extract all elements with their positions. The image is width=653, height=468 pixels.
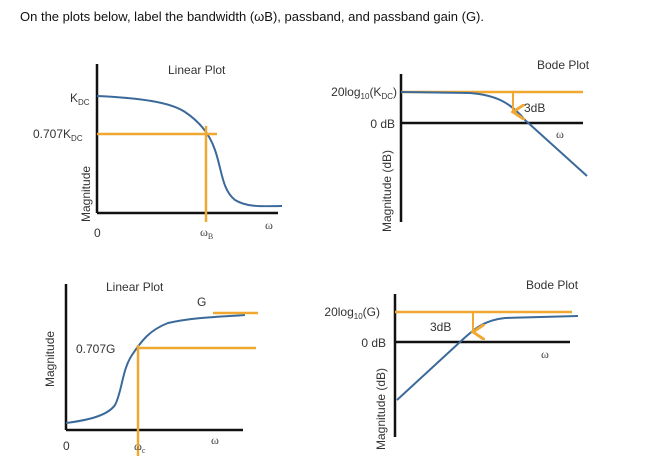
response-curve <box>96 95 283 208</box>
instruction-text: On the plots below, label the bandwidth … <box>20 9 484 24</box>
plot-title: Bode Plot <box>526 278 579 292</box>
half-power-label: 0.707G <box>76 342 115 356</box>
gain-label: 20log10(G) <box>324 305 380 321</box>
3db-label: 3dB <box>524 101 545 115</box>
plot-title: Bode Plot <box>537 58 590 72</box>
x-axis-label: ω <box>211 433 219 447</box>
x-axis-label: ω <box>556 127 564 141</box>
plot-linear-highpass: Linear Plot G 0.707G Magnitude 0 ωc ω <box>43 280 258 456</box>
bandwidth-label: ωB <box>200 225 213 241</box>
gain-label: G <box>197 295 206 309</box>
y-axis-label: Magnitude <box>43 331 57 387</box>
gain-label: 20log10(KDC) <box>331 85 397 101</box>
zero-db-label: 0 dB <box>370 117 395 131</box>
cutoff-label: ωc <box>134 439 146 455</box>
y-axis-label: Magnitude (dB) <box>380 150 394 232</box>
y-axis-label: Magnitude <box>79 166 93 222</box>
plot-bode-highpass: Bode Plot 20log10(G) 0 dB 3dB ω Magnitud… <box>324 278 578 450</box>
response-curve <box>396 315 579 401</box>
plot-title: Linear Plot <box>168 63 226 77</box>
kdc-label: KDC <box>70 91 90 107</box>
half-power-label: 0.707KDC <box>33 127 83 143</box>
y-axis-label: Magnitude (dB) <box>374 368 388 450</box>
plot-title: Linear Plot <box>106 280 164 294</box>
response-curve <box>65 314 246 424</box>
origin-label: 0 <box>63 439 70 453</box>
origin-label: 0 <box>94 226 101 240</box>
3db-label: 3dB <box>430 320 451 334</box>
x-axis-label: ω <box>541 347 549 361</box>
zero-db-label: 0 dB <box>361 336 386 350</box>
plot-linear-lowpass: Linear Plot KDC 0.707KDC Magnitude 0 ωB … <box>33 63 283 241</box>
plot-bode-lowpass: Bode Plot 20log10(KDC) 0 dB 3dB ω Magnit… <box>331 58 590 232</box>
x-axis-label: ω <box>265 218 273 232</box>
